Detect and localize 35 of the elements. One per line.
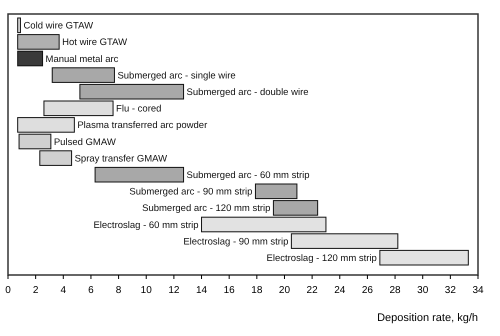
x-tick-label: 10 (140, 285, 152, 296)
y-tick-label: Submerged arc - 120 mm strip (142, 203, 270, 214)
x-tick-label: 8 (116, 285, 122, 296)
x-tick-label: 0 (5, 285, 12, 296)
y-tick-label: Cold wire GTAW (23, 20, 94, 32)
y-tick-label: Pulsed GMAW (54, 136, 116, 148)
x-tick-label: 14 (196, 285, 208, 296)
y-tick-label: Submerged arc - double wire (186, 87, 309, 98)
y-tick-label: Hot wire GTAW (62, 37, 128, 48)
bar (94, 166, 184, 183)
y-tick-label: Electroslag - 120 mm strip (266, 253, 377, 264)
x-tick-label: 18 (251, 285, 263, 296)
x-tick-label: 22 (306, 285, 318, 296)
x-tick-label: 6 (88, 285, 94, 296)
x-tick-label: 32 (444, 285, 456, 296)
x-tick-label: 24 (334, 285, 346, 296)
y-tick-label: Spray transfer GMAW (74, 153, 168, 164)
y-tick-label: Electroslag - 90 mm strip (183, 236, 288, 248)
x-tick-label: 2 (32, 285, 39, 296)
y-tick-label: Electroslag - 60 mm strip (93, 220, 199, 231)
y-tick-label: Submerged arc - single wire (117, 70, 236, 82)
x-tick-label: 26 (362, 285, 374, 296)
x-tick-label: 4 (60, 285, 67, 296)
x-tick-label: 30 (417, 285, 429, 296)
y-tick-label: Submerged arc - 60 mm strip (186, 170, 310, 182)
x-tick-label: 34 (472, 285, 484, 296)
x-tick-label: 12 (168, 285, 180, 296)
x-tick-label: 20 (278, 285, 290, 296)
y-tick-label: Manual metal arc (46, 54, 119, 65)
x-tick-label: 16 (224, 285, 236, 296)
y-tick-label: Plasma transferred arc powder (77, 120, 208, 132)
x-tick-label: 28 (389, 285, 402, 296)
x-axis-title: Deposition rate, kg/h (377, 312, 478, 324)
y-tick-label: Submerged arc - 90 mm strip (129, 186, 252, 198)
y-tick-label: Flu - cored (116, 104, 162, 115)
